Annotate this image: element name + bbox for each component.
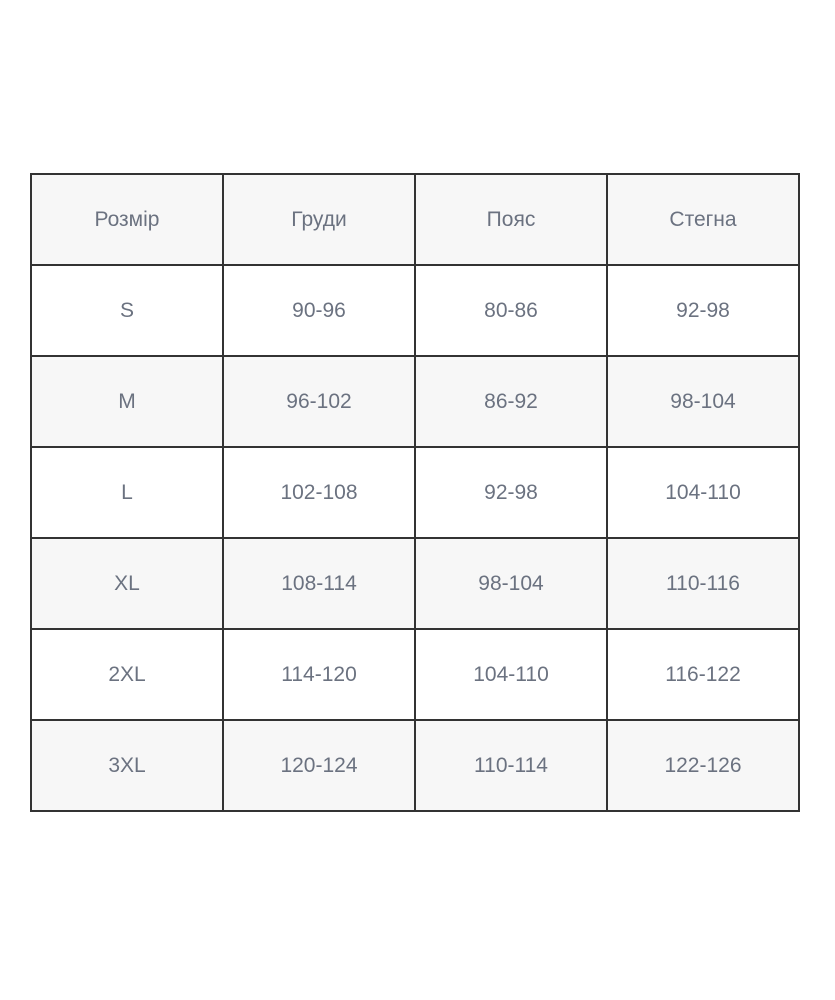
- size-label: 2XL: [30, 628, 224, 721]
- hips-value: 116-122: [606, 628, 800, 721]
- chest-value: 102-108: [222, 446, 416, 539]
- waist-value: 104-110: [414, 628, 608, 721]
- size-label: XL: [30, 537, 224, 630]
- table-row-2xl: 2XL 114-120 104-110 116-122: [30, 628, 800, 721]
- chest-value: 90-96: [222, 264, 416, 357]
- chest-value: 96-102: [222, 355, 416, 448]
- size-label: 3XL: [30, 719, 224, 812]
- column-header-hips: Стегна: [606, 173, 800, 266]
- table-row-s: S 90-96 80-86 92-98: [30, 264, 800, 357]
- hips-value: 98-104: [606, 355, 800, 448]
- hips-value: 104-110: [606, 446, 800, 539]
- size-label: S: [30, 264, 224, 357]
- size-table-head: Розмір Груди Пояс Стегна: [30, 173, 800, 266]
- column-header-size: Розмір: [30, 173, 224, 266]
- table-row-xl: XL 108-114 98-104 110-116: [30, 537, 800, 630]
- waist-value: 98-104: [414, 537, 608, 630]
- hips-value: 122-126: [606, 719, 800, 812]
- size-table: Розмір Груди Пояс Стегна S 90-96 80-86 9…: [30, 173, 800, 812]
- hips-value: 110-116: [606, 537, 800, 630]
- chest-value: 120-124: [222, 719, 416, 812]
- waist-value: 86-92: [414, 355, 608, 448]
- chest-value: 114-120: [222, 628, 416, 721]
- waist-value: 92-98: [414, 446, 608, 539]
- table-row-3xl: 3XL 120-124 110-114 122-126: [30, 719, 800, 812]
- chest-value: 108-114: [222, 537, 416, 630]
- column-header-chest: Груди: [222, 173, 416, 266]
- size-label: L: [30, 446, 224, 539]
- table-row-m: M 96-102 86-92 98-104: [30, 355, 800, 448]
- size-table-body: S 90-96 80-86 92-98 M 96-102 86-92 98-10…: [30, 264, 800, 812]
- hips-value: 92-98: [606, 264, 800, 357]
- waist-value: 110-114: [414, 719, 608, 812]
- table-row-l: L 102-108 92-98 104-110: [30, 446, 800, 539]
- column-header-waist: Пояс: [414, 173, 608, 266]
- waist-value: 80-86: [414, 264, 608, 357]
- size-label: M: [30, 355, 224, 448]
- header-row: Розмір Груди Пояс Стегна: [30, 173, 800, 266]
